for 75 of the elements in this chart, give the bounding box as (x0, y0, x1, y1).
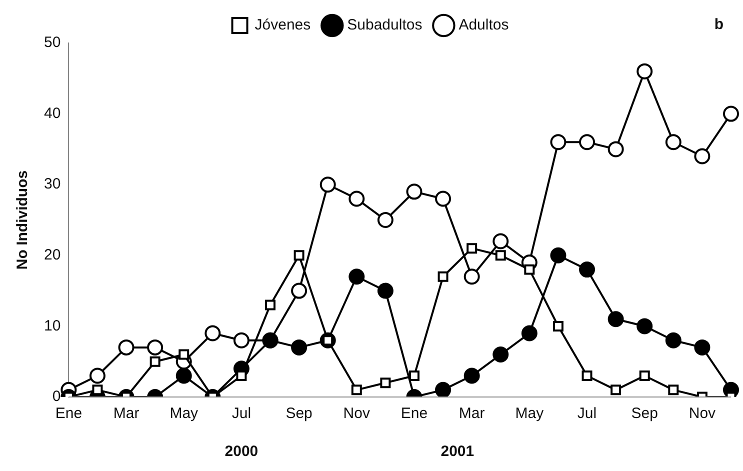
x-tick-label: Nov (343, 405, 370, 422)
point (610, 384, 622, 396)
y-tick-label: 20 (44, 246, 61, 264)
legend-label: Adultos (458, 16, 509, 34)
point (524, 264, 535, 275)
point (294, 250, 304, 261)
point (552, 320, 564, 332)
x-tick-label: Jul (232, 405, 252, 422)
point (579, 262, 596, 278)
point (406, 184, 422, 200)
point (348, 190, 365, 207)
point (550, 247, 566, 264)
point (582, 370, 592, 382)
point (636, 63, 653, 80)
point (492, 346, 509, 363)
y-tick-label: 50 (44, 34, 61, 52)
point (608, 311, 624, 328)
x-tick-label: Ene (400, 405, 428, 422)
x-tick-label: May (515, 405, 544, 422)
point (438, 271, 448, 282)
point (694, 339, 710, 356)
point (636, 318, 653, 334)
y-tick-label: 30 (44, 176, 61, 193)
point (265, 300, 276, 310)
point (521, 325, 538, 342)
point (291, 339, 308, 356)
point (147, 339, 164, 356)
legend-label: Subadultos (347, 16, 422, 34)
point (694, 148, 710, 164)
point (579, 134, 596, 150)
x-tick-label: Ene (55, 405, 82, 422)
point (665, 134, 682, 150)
x-tick-label: Sep (631, 405, 658, 422)
point (466, 243, 478, 254)
point (89, 368, 106, 384)
x-tick-label: Jul (577, 405, 597, 422)
y-axis-title: No Individuos (14, 170, 32, 270)
point (377, 212, 394, 228)
point (492, 233, 509, 250)
point (464, 368, 480, 384)
point (176, 368, 192, 384)
point (291, 282, 308, 299)
x-tick-label: Sep (286, 405, 312, 422)
point (464, 268, 480, 285)
point (495, 250, 506, 261)
point (178, 349, 190, 360)
point (435, 190, 452, 207)
text: 2001 (440, 443, 474, 460)
text: 2000 (224, 443, 258, 460)
point (233, 332, 250, 348)
point (380, 378, 391, 388)
text: b (714, 16, 724, 33)
point (348, 268, 365, 285)
point (639, 370, 650, 382)
point (118, 339, 134, 356)
x-tick-label: May (170, 405, 199, 422)
point (150, 356, 160, 367)
point (204, 325, 221, 342)
legend-label: Jóvenes (254, 16, 311, 34)
y-tick-label: 40 (44, 104, 61, 122)
point (723, 106, 739, 122)
x-tick-label: Mar (458, 405, 485, 422)
point (435, 382, 452, 397)
y-tick-label: 0 (52, 388, 61, 406)
point (608, 141, 624, 158)
point (409, 370, 420, 382)
y-tick-label: 10 (44, 317, 61, 334)
point (668, 384, 679, 396)
point (665, 332, 682, 348)
point (550, 134, 566, 150)
x-tick-label: Nov (688, 405, 716, 422)
x-tick-label: Mar (113, 405, 140, 422)
point (320, 176, 336, 193)
point (351, 384, 362, 396)
point (377, 282, 394, 299)
